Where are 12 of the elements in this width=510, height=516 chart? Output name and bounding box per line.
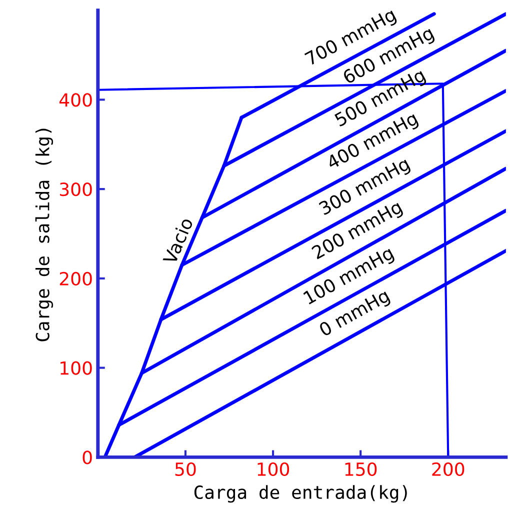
x-tick-label: 100 bbox=[258, 462, 290, 476]
x-axis-title: Carga de entrada(kg) bbox=[194, 485, 407, 503]
text: Vacio bbox=[162, 216, 194, 266]
y-tick-label: 100 bbox=[60, 361, 92, 375]
x-tick-label: 50 bbox=[175, 462, 196, 476]
x-tick-label: 200 bbox=[432, 462, 464, 476]
y-tick-label: 300 bbox=[60, 182, 92, 196]
y-tick-label: 0 bbox=[82, 450, 92, 464]
y-tick-label: 200 bbox=[60, 272, 92, 286]
y-tick-label: 400 bbox=[59, 93, 92, 107]
y-axis-title: Carge de salida (kg) bbox=[35, 128, 54, 342]
x-tick-label: 150 bbox=[345, 462, 377, 476]
